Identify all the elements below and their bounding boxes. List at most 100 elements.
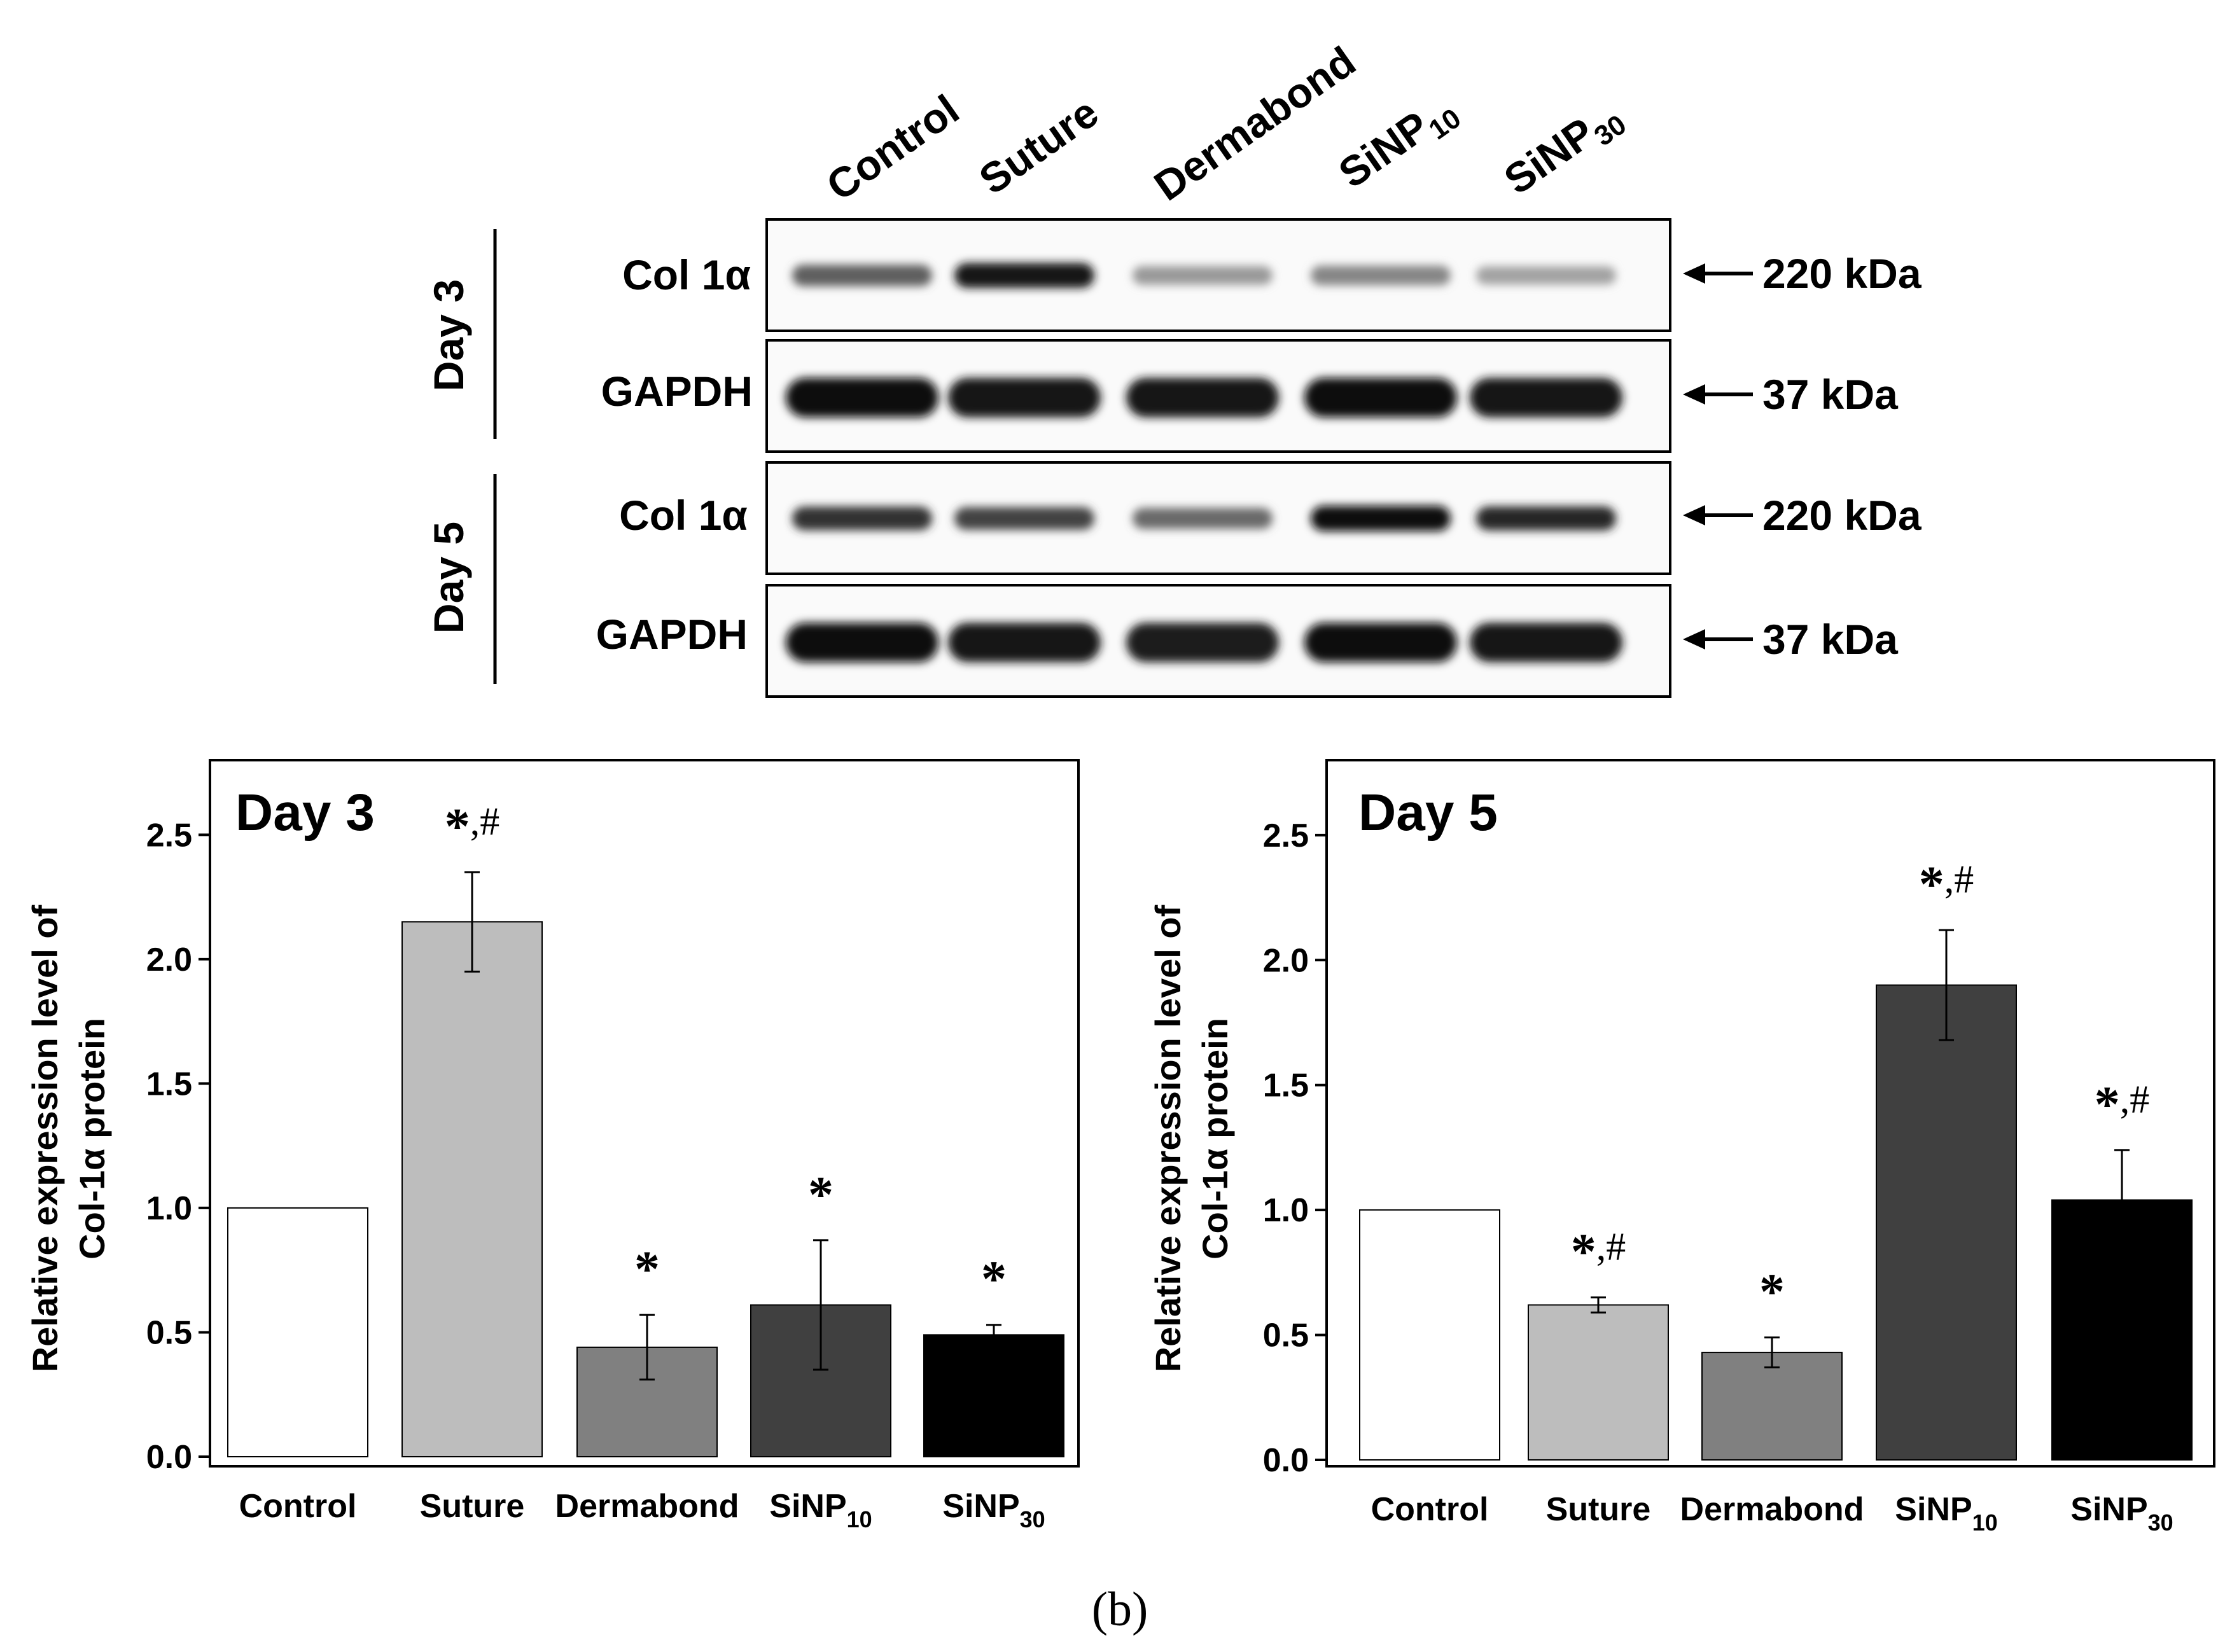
significance-marker: *,# [445, 799, 500, 855]
figure-caption: (b) [1092, 1583, 1148, 1636]
error-bar [639, 1314, 655, 1381]
marker-size-label: 37 kDa [1762, 616, 1899, 663]
blot-band [1304, 623, 1457, 662]
x-tick-label: Dermabond [555, 1488, 739, 1525]
y-tick-label: 0.0 [1263, 1442, 1309, 1479]
x-tick-label: Dermabond [1680, 1491, 1864, 1528]
row-label-day5-col1a: Col 1α [619, 492, 748, 539]
blot-strip-day3-col1a [765, 218, 1671, 332]
blot-band [786, 378, 938, 417]
blot-band [954, 263, 1094, 288]
significance-marker: *,# [1571, 1225, 1626, 1281]
blot-band [1476, 506, 1616, 531]
y-tick-label: 1.0 [1263, 1192, 1309, 1229]
blot-band [792, 265, 932, 286]
day5-group: Day 5 [425, 474, 497, 684]
y-tick-label: 2.0 [146, 941, 192, 978]
marker-day3-col1a: 220 kDa [1683, 250, 1922, 297]
lane-label-sinp30: SiNP30 [1496, 90, 1632, 208]
arrow-left-icon [1683, 505, 1705, 525]
x-tick-label: SiNP10 [769, 1488, 872, 1532]
y-tick-label: 1.0 [146, 1190, 192, 1227]
y-axis-label: Relative expression level of Col-1α prote… [25, 905, 112, 1372]
blot-band [786, 623, 938, 662]
marker-day5-col1a: 220 kDa [1683, 492, 1922, 539]
bar-suture [1528, 1304, 1669, 1461]
y-tick-label: 1.5 [1263, 1067, 1309, 1104]
bar-control [227, 1207, 368, 1458]
day3-group: Day 3 [425, 229, 497, 439]
blot-band [948, 378, 1101, 417]
error-bar [464, 871, 480, 973]
lane-label-sinp10: SiNP10 [1330, 84, 1467, 202]
marker-day3-gapdh: 37 kDa [1683, 371, 1899, 418]
marker-day5-gapdh: 37 kDa [1683, 616, 1899, 663]
blot-strip-day5-gapdh [765, 584, 1671, 698]
blot-band [1476, 266, 1616, 285]
blot-band [1311, 506, 1451, 531]
x-tick-label: SiNP30 [942, 1488, 1045, 1532]
row-label-day3-col1a: Col 1α [622, 251, 751, 298]
y-tick-label: 0.5 [1263, 1317, 1309, 1354]
bar-dermabond [1701, 1352, 1843, 1461]
bar-sinp10 [1876, 984, 2017, 1461]
x-tick-label: Suture [420, 1488, 525, 1525]
chart-title: Day 5 [1358, 784, 1498, 842]
blot-band [954, 507, 1094, 530]
y-tick-label: 2.5 [1263, 817, 1309, 854]
x-tick-label: Control [239, 1488, 357, 1525]
row-label-day3-gapdh: GAPDH [601, 368, 753, 415]
error-bar [1591, 1296, 1606, 1314]
significance-marker: *,# [1919, 857, 1974, 913]
lane-labels: Control Suture Dermabond SiNP10 SiNP30 [818, 38, 1632, 210]
blot-band [792, 506, 932, 531]
chart-title: Day 3 [235, 784, 375, 842]
error-bar [813, 1239, 828, 1371]
error-bar [1939, 929, 1954, 1041]
row-label-day5-gapdh: GAPDH [596, 611, 748, 658]
blot-band [1304, 378, 1457, 417]
lane-label-suture: Suture [971, 88, 1107, 204]
bar-control [1359, 1209, 1500, 1461]
day5-group-label: Day 5 [425, 522, 472, 634]
y-axis-label: Relative expression level of Col-1α prote… [1148, 905, 1235, 1372]
blot-band [1311, 265, 1451, 286]
error-bar [1764, 1336, 1780, 1369]
day3-group-label: Day 3 [425, 279, 472, 391]
lane-label-control: Control [818, 85, 968, 209]
x-tick-label: SiNP30 [2070, 1491, 2173, 1536]
marker-size-label: 220 kDa [1762, 250, 1922, 297]
blot-band [1133, 508, 1273, 529]
arrow-left-icon [1683, 629, 1705, 649]
y-tick-label: 1.5 [146, 1065, 192, 1102]
x-tick-label: Control [1371, 1491, 1489, 1528]
western-blot-panel: Control Suture Dermabond SiNP10 SiNP30 D… [425, 38, 1922, 698]
marker-size-label: 37 kDa [1762, 371, 1899, 418]
blot-band [1470, 378, 1622, 417]
blot-strip-day5-col1a [765, 461, 1671, 575]
marker-size-label: 220 kDa [1762, 492, 1922, 539]
blot-band [1133, 266, 1273, 285]
arrow-left-icon [1683, 263, 1705, 284]
bar-sinp30 [923, 1334, 1064, 1457]
significance-marker: *,# [2095, 1077, 2150, 1133]
blot-band [1470, 623, 1622, 662]
x-tick-label: Suture [1546, 1491, 1651, 1528]
y-tick-label: 0.0 [146, 1439, 192, 1476]
y-tick-label: 2.0 [1263, 942, 1309, 979]
error-bar [2114, 1149, 2130, 1251]
x-tick-label: SiNP10 [1895, 1491, 1997, 1536]
significance-marker: * [634, 1242, 660, 1298]
bar-chart-day5: Day 5 0.0 0.5 1.0 1.5 2.0 2.5 Relative expressi… [1148, 759, 2215, 1536]
significance-marker: * [981, 1252, 1007, 1308]
bar-chart-day3: Day 3 0.0 0.5 1.0 1.5 2.0 2.5 Relative expressi… [25, 759, 1080, 1532]
blot-band [1126, 378, 1279, 417]
blot-band [948, 623, 1101, 662]
significance-marker: * [808, 1167, 834, 1223]
y-tick-label: 2.5 [146, 817, 192, 854]
lane-label-dermabond: Dermabond [1146, 38, 1364, 210]
significance-marker: * [1759, 1265, 1785, 1321]
y-tick-label: 0.5 [146, 1314, 192, 1351]
error-bar [986, 1324, 1001, 1346]
